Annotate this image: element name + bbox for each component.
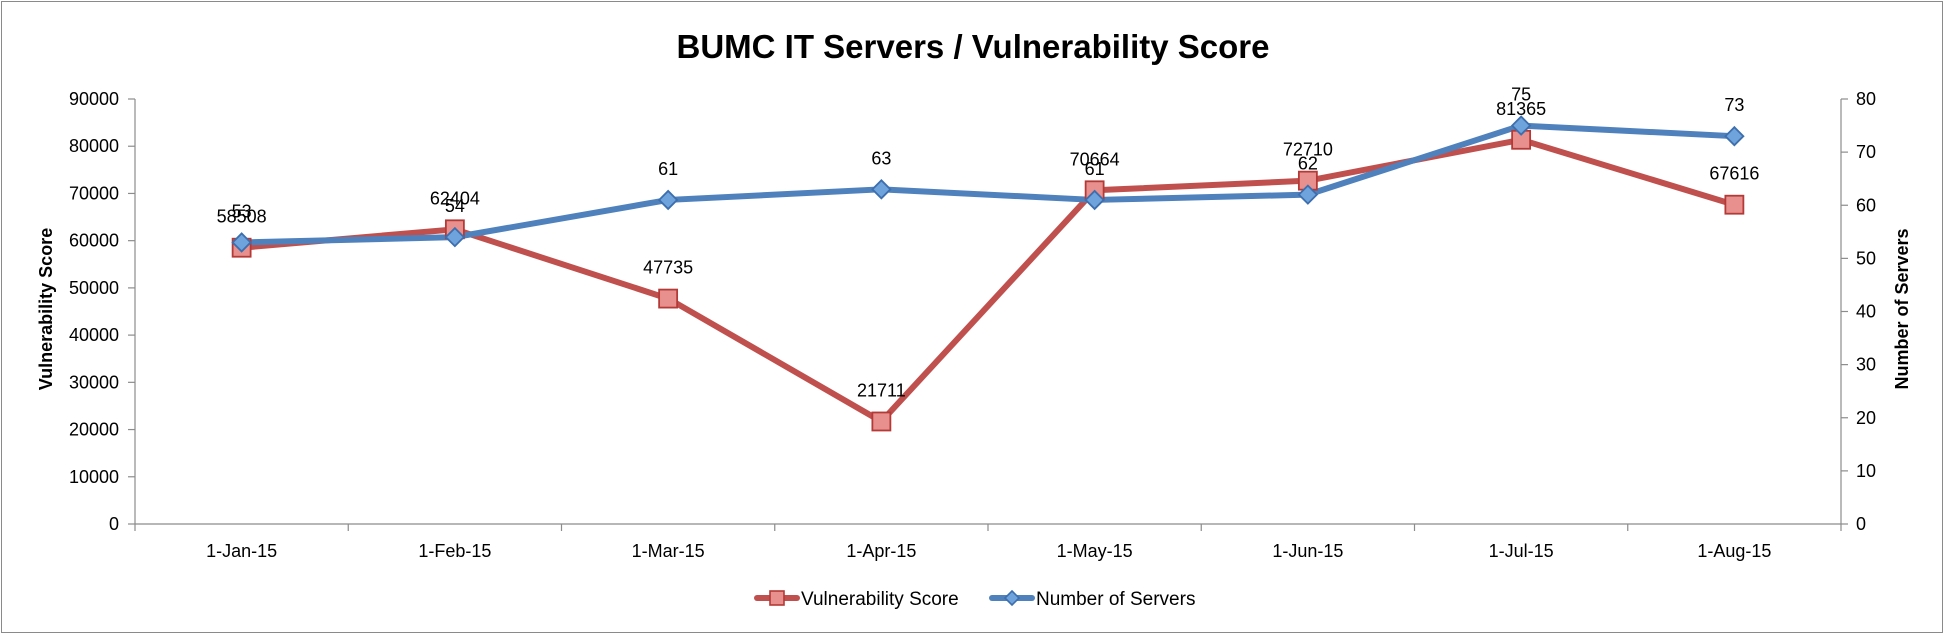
series-markers [231,115,1745,432]
y-tick-label: 80000 [69,136,119,156]
legend: Vulnerability Score Number of Servers [754,589,1195,610]
vulnerability-score-marker [658,288,679,309]
y-tick-label: 70000 [69,183,119,203]
vulnerability-score-marker [871,411,892,432]
number-of-servers-marker [1510,115,1532,136]
x-tick-label: 1-Jan-15 [206,541,277,561]
x-tick-label: 1-Jun-15 [1272,541,1343,561]
x-tick-label: 1-Mar-15 [632,541,705,561]
y2-tick-label: 0 [1856,514,1866,534]
number-of-servers-data-label: 73 [1724,95,1744,115]
number-of-servers-marker [657,189,679,211]
x-tick-label: 1-Apr-15 [846,541,916,561]
vulnerability-score-data-label: 72710 [1283,140,1333,160]
y2-tick-label: 70 [1856,142,1876,162]
y2-axis-title: Number of Servers [1892,228,1912,389]
number-of-servers-marker [231,232,252,253]
chart-title: BUMC IT Servers / Vulnerability Score [677,28,1270,65]
legend-vulnerability-score-marker [769,590,785,606]
y2-tick-label: 30 [1856,355,1876,375]
x-tick-label: 1-May-15 [1057,541,1133,561]
y2-tick-label: 60 [1856,195,1876,215]
y-tick-label: 90000 [69,89,119,109]
number-of-servers-marker [444,226,466,248]
number-of-servers-marker [1084,189,1105,211]
number-of-servers-marker [871,179,892,200]
y-tick-label: 50000 [69,278,119,298]
vulnerability-score-data-label: 70664 [1070,149,1120,169]
legend-number-of-servers-label: Number of Servers [1036,589,1195,610]
number-of-servers-data-label: 61 [1085,159,1105,179]
number-of-servers-line [238,122,1738,246]
legend-number-of-servers-marker [1003,589,1021,607]
y2-tick-label: 50 [1856,248,1876,268]
number-of-servers-marker [1297,184,1319,205]
number-of-servers-data-label: 54 [445,196,465,216]
y-tick-label: 30000 [69,372,119,392]
y-tick-label: 40000 [69,325,119,345]
x-tick-label: 1-Aug-15 [1697,541,1771,561]
y-tick-label: 60000 [69,231,119,251]
number-of-servers-data-label: 61 [658,159,678,179]
y2-tick-label: 20 [1856,408,1876,428]
vulnerability-score-line [238,136,1738,425]
legend-vulnerability-score-label: Vulnerability Score [801,589,959,610]
vulnerability-score-data-label: 58508 [217,207,267,227]
data-labels: 58508 62404 47735 21711 70664 72710 81365 67616… [217,85,1760,401]
vulnerability-score-data-label: 47735 [643,258,693,278]
vulnerability-score-data-label: 81365 [1496,99,1546,119]
number-of-servers-data-label: 53 [232,201,252,221]
number-of-servers-data-label: 63 [871,148,891,168]
number-of-servers-data-label: 75 [1511,85,1531,105]
x-tick-label: 1-Jul-15 [1489,541,1554,561]
x-tick-label: 1-Feb-15 [418,541,491,561]
vulnerability-score-data-label: 67616 [1709,164,1759,184]
y2-tick-label: 10 [1856,461,1876,481]
vulnerability-score-data-label: 21711 [857,380,906,400]
y2-tick-label: 40 [1856,302,1876,322]
number-of-servers-marker [1724,125,1745,147]
y-tick-label: 10000 [69,467,119,487]
y-tick-label: 0 [109,514,119,534]
vulnerability-score-data-label: 62404 [430,188,480,208]
y2-tick-label: 80 [1856,89,1876,109]
vulnerability-score-marker [1724,194,1745,215]
y-axis-title: Vulnerability Score [36,228,56,390]
y-tick-label: 20000 [69,420,119,440]
axes: 0 10000 20000 30000 40000 50000 60000 70000 8000… [69,89,1876,561]
number-of-servers-data-label: 62 [1298,154,1318,174]
series-lines [238,122,1738,425]
